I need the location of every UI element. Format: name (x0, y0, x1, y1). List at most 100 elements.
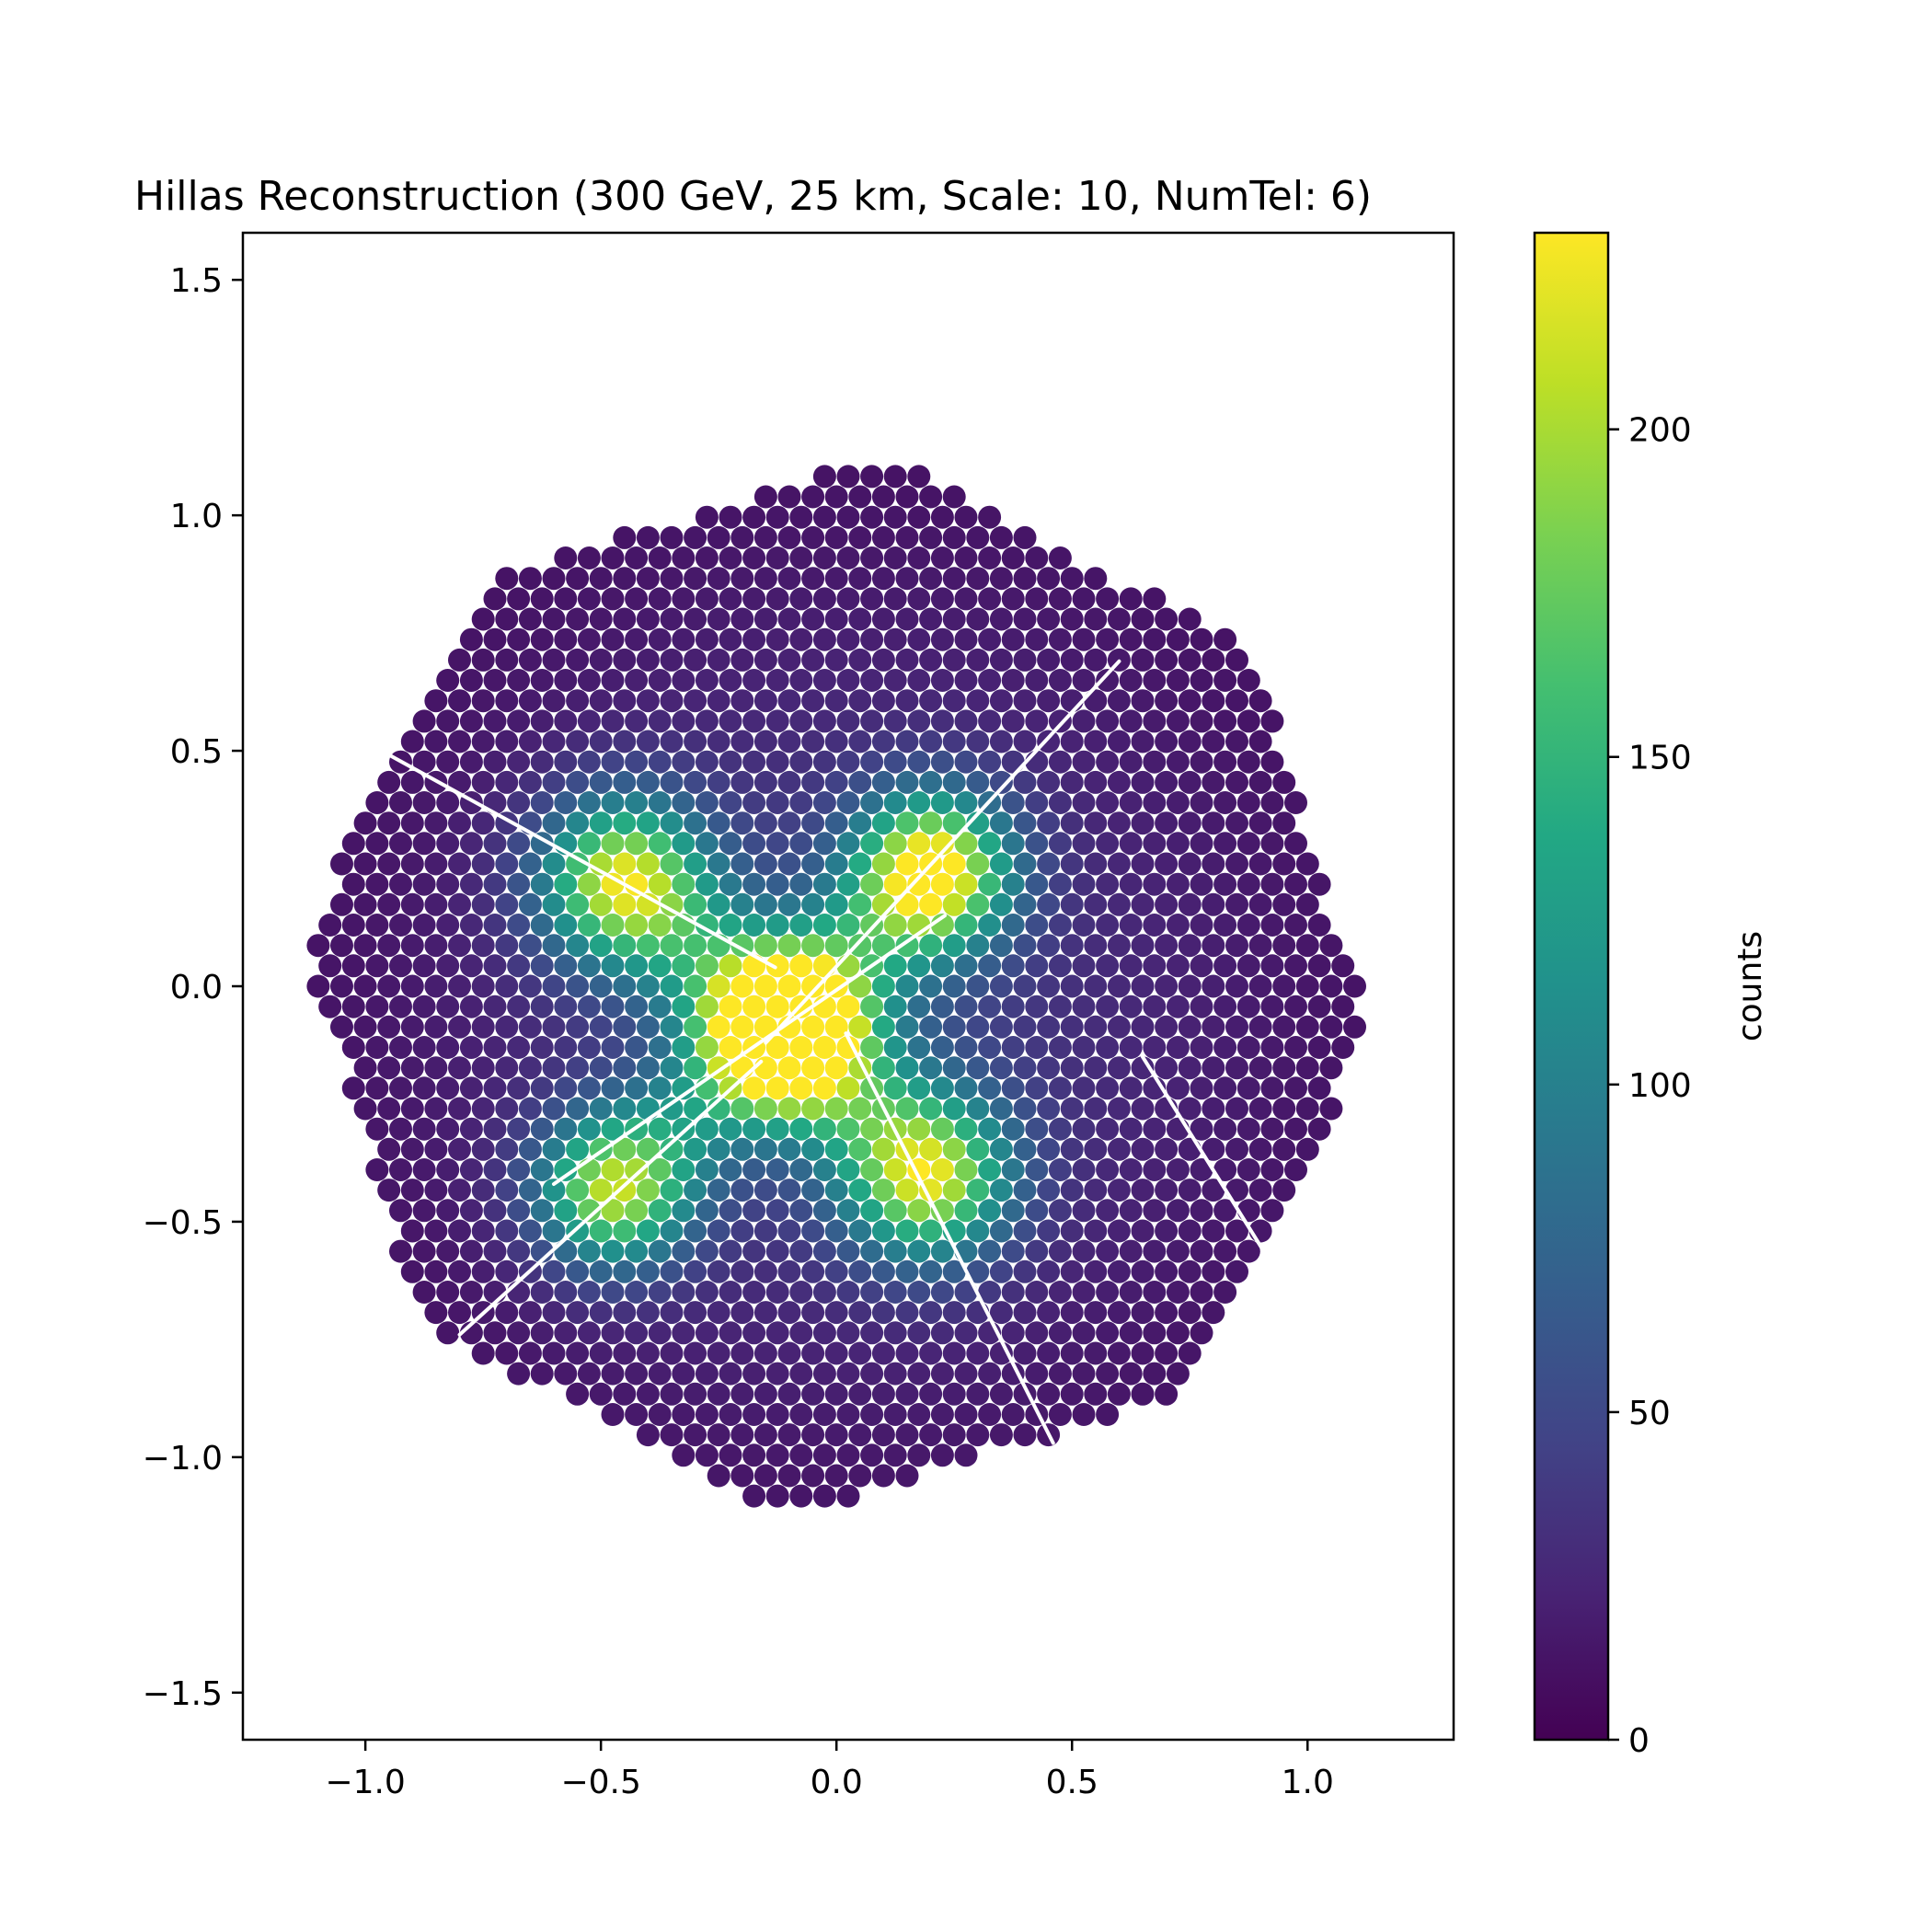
camera-pixel (1119, 709, 1143, 733)
camera-pixel (1013, 525, 1037, 549)
camera-pixel (483, 1321, 507, 1345)
camera-pixel (495, 1179, 519, 1202)
camera-pixel (589, 648, 613, 672)
camera-pixel (777, 730, 801, 753)
camera-pixel (625, 914, 649, 937)
camera-pixel (636, 1219, 660, 1243)
camera-pixel (400, 1056, 424, 1080)
camera-pixel (801, 567, 825, 591)
camera-pixel (883, 465, 907, 489)
camera-pixel (1037, 1179, 1061, 1202)
camera-pixel (1131, 1259, 1155, 1283)
camera-pixel (777, 485, 801, 509)
camera-pixel (566, 934, 590, 958)
camera-pixel (719, 1036, 742, 1059)
camera-pixel (424, 811, 448, 835)
camera-pixel (836, 669, 860, 692)
camera-pixel (695, 791, 719, 814)
camera-pixel (1096, 791, 1120, 814)
camera-pixel (753, 1382, 777, 1406)
camera-pixel (625, 1036, 649, 1059)
camera-pixel (860, 709, 884, 733)
camera-pixel (1107, 1015, 1131, 1039)
camera-pixel (812, 587, 836, 611)
camera-pixel (1048, 954, 1072, 978)
camera-pixel (978, 1076, 1002, 1100)
camera-pixel (389, 872, 412, 896)
camera-pixel (930, 1076, 954, 1100)
camera-pixel (577, 1199, 601, 1223)
camera-pixel (812, 954, 836, 978)
camera-pixel (966, 730, 990, 753)
camera-pixel (424, 1179, 448, 1202)
camera-pixel (1001, 546, 1025, 569)
camera-pixel (353, 1056, 377, 1080)
camera-pixel (789, 1403, 813, 1426)
camera-pixel (989, 1219, 1013, 1243)
camera-pixel (789, 1158, 813, 1181)
camera-pixel (1048, 1199, 1072, 1223)
camera-pixel (660, 1179, 684, 1202)
camera-pixel (765, 914, 789, 937)
camera-pixel (365, 791, 389, 814)
camera-pixel (1166, 872, 1190, 896)
camera-pixel (483, 1076, 507, 1100)
camera-pixel (895, 1341, 919, 1365)
camera-pixel (648, 1158, 672, 1181)
camera-pixel (954, 872, 978, 896)
camera-pixel (672, 832, 696, 856)
camera-pixel (341, 1076, 365, 1100)
camera-pixel (625, 546, 649, 569)
camera-pixel (389, 1117, 412, 1141)
camera-pixel (377, 811, 401, 835)
camera-pixel (1001, 1036, 1025, 1059)
camera-pixel (1248, 934, 1272, 958)
camera-pixel (1025, 914, 1049, 937)
camera-pixel (377, 852, 401, 876)
camera-pixel (695, 1362, 719, 1386)
camera-pixel (530, 1199, 554, 1223)
camera-pixel (648, 587, 672, 611)
camera-pixel (507, 1281, 531, 1304)
camera-pixel (483, 954, 507, 978)
camera-pixel (907, 465, 931, 489)
camera-pixel (966, 1056, 990, 1080)
camera-pixel (1213, 627, 1237, 651)
camera-pixel (1060, 852, 1084, 876)
camera-pixel (824, 1179, 848, 1202)
camera-pixel (919, 689, 943, 713)
camera-pixel (518, 770, 542, 794)
camera-pixel (365, 872, 389, 896)
camera-pixel (424, 852, 448, 876)
camera-pixel (1143, 995, 1167, 1018)
camera-pixel (1190, 750, 1213, 774)
camera-pixel (1013, 1341, 1037, 1365)
camera-pixel (742, 505, 766, 529)
camera-pixel (448, 1097, 471, 1121)
camera-pixel (765, 954, 789, 978)
camera-pixel (707, 525, 730, 549)
camera-pixel (860, 1321, 884, 1345)
camera-pixel (848, 485, 872, 509)
camera-pixel (353, 974, 377, 998)
camera-pixel (660, 689, 684, 713)
camera-pixel (836, 1443, 860, 1467)
camera-pixel (1178, 1056, 1202, 1080)
camera-pixel (765, 709, 789, 733)
camera-pixel (954, 627, 978, 651)
camera-pixel (954, 1281, 978, 1304)
camera-pixel (1096, 750, 1120, 774)
camera-pixel (530, 1321, 554, 1345)
camera-pixel (518, 934, 542, 958)
camera-pixel (577, 872, 601, 896)
camera-pixel (660, 730, 684, 753)
camera-pixel (777, 1341, 801, 1365)
camera-pixel (801, 1259, 825, 1283)
camera-pixel (353, 852, 377, 876)
camera-pixel (448, 1259, 471, 1283)
camera-pixel (907, 1321, 931, 1345)
y-tick-label: −0.5 (143, 1204, 223, 1242)
camera-pixel (777, 1382, 801, 1406)
camera-pixel (883, 1239, 907, 1263)
camera-pixel (1248, 689, 1272, 713)
